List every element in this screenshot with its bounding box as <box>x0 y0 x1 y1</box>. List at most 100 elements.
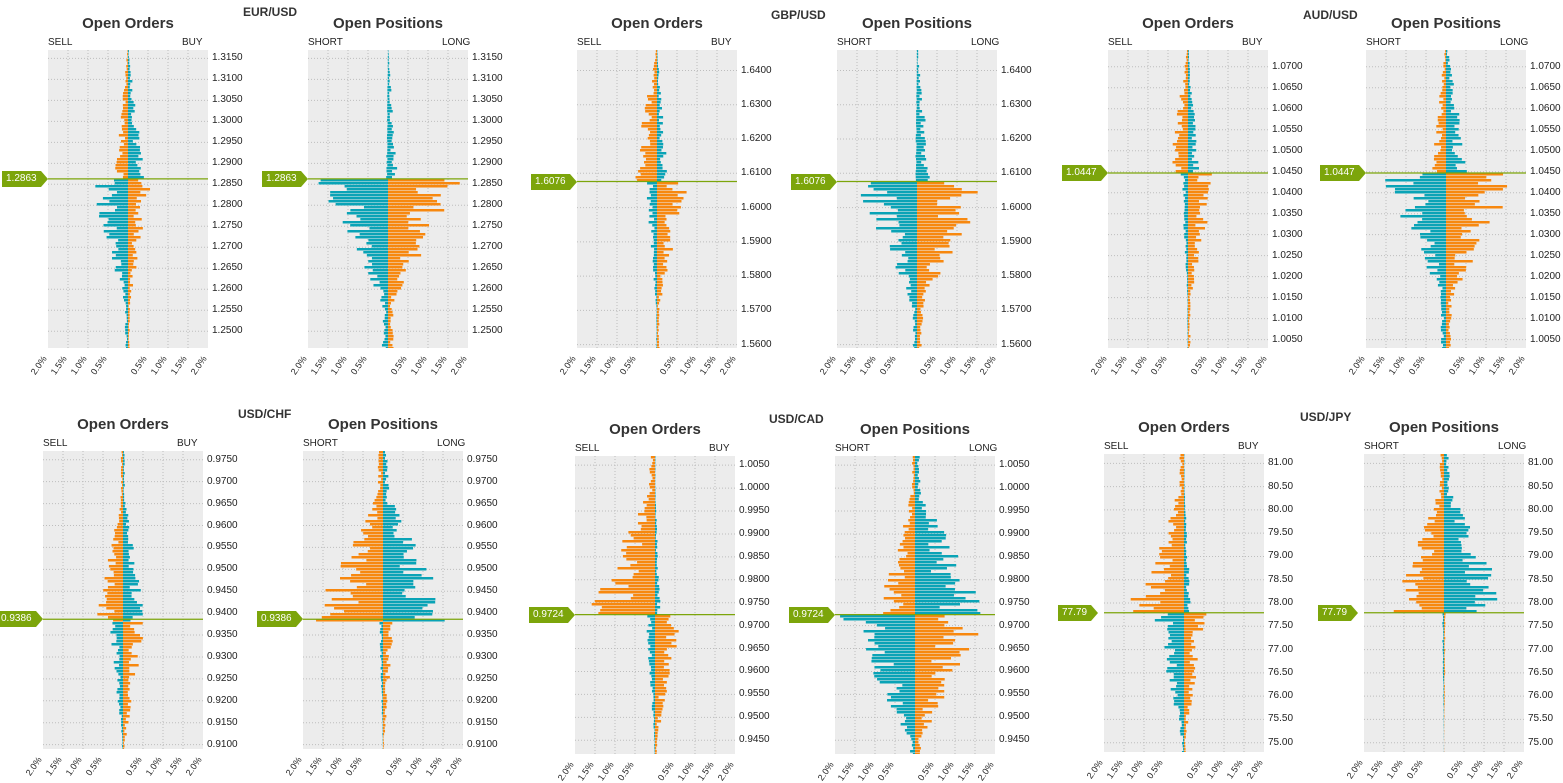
x-tick-label: 1.5% <box>698 354 718 377</box>
bar-left <box>641 146 657 149</box>
bar-left <box>1417 595 1444 598</box>
bar-left <box>127 335 128 338</box>
bar-left <box>119 517 123 520</box>
bar-right <box>123 586 130 589</box>
bar-right <box>915 507 922 510</box>
bar-left <box>368 514 383 517</box>
bar-left <box>359 553 383 556</box>
bar-left <box>347 188 388 191</box>
bar-right <box>655 513 656 516</box>
chart-title: Open Orders <box>570 421 740 438</box>
bar-left <box>379 463 383 466</box>
y-tick-label: 76.00 <box>1528 690 1553 701</box>
bar-right <box>917 221 970 224</box>
bar-right <box>1188 302 1190 305</box>
bar-right <box>123 649 129 652</box>
bar-right <box>917 344 922 347</box>
bar-right <box>123 604 143 607</box>
x-tick-label: 1.0% <box>64 755 84 778</box>
bar-left <box>363 532 383 535</box>
x-tick-label: 0.5% <box>124 755 144 778</box>
bar-right <box>1446 164 1456 167</box>
bar-left <box>1440 463 1444 466</box>
bar-right <box>1444 568 1492 571</box>
bar-right <box>655 636 666 639</box>
bar-left <box>916 152 917 155</box>
bar-left <box>914 492 915 495</box>
bar-left <box>118 700 123 703</box>
bar-left <box>117 652 123 655</box>
x-tick-label: 2.0% <box>1347 354 1367 377</box>
bar-right <box>657 251 664 254</box>
bar-left <box>115 625 123 628</box>
bar-left <box>121 496 123 499</box>
bar-left <box>1174 652 1184 655</box>
bar-right <box>1188 329 1189 332</box>
bar-left <box>121 490 123 493</box>
bar-right <box>128 140 133 143</box>
bar-right <box>383 706 387 709</box>
bar-left <box>377 511 383 514</box>
bar-right <box>1188 116 1194 119</box>
x-tick-label: 2.0% <box>449 354 469 377</box>
x-tick-label: 0.5% <box>1189 354 1209 377</box>
bar-right <box>1184 505 1185 508</box>
bar-left <box>387 152 388 155</box>
bar-right <box>388 131 394 134</box>
y-tick-label: 1.2700 <box>212 241 243 252</box>
bar-right <box>1444 604 1485 607</box>
x-tick-label: 0.5% <box>1145 758 1165 781</box>
bar-right <box>1446 128 1459 131</box>
bar-right <box>1184 730 1187 733</box>
bar-left <box>382 664 383 667</box>
bar-left <box>1442 460 1444 463</box>
bar-right <box>383 481 385 484</box>
y-tick-label: 1.6300 <box>1001 99 1032 110</box>
bar-left <box>1183 128 1188 131</box>
bar-left <box>122 451 123 454</box>
bar-right <box>915 678 945 681</box>
bar-left <box>905 233 917 236</box>
y-tick-label: 76.50 <box>1528 667 1553 678</box>
bar-right <box>915 696 944 699</box>
bar-left <box>387 170 388 173</box>
bar-left <box>387 95 388 98</box>
y-tick-label: 77.50 <box>1528 620 1553 631</box>
bar-right <box>128 209 136 212</box>
bar-left <box>1419 592 1444 595</box>
bar-right <box>128 176 144 179</box>
bar-right <box>1446 257 1455 260</box>
bar-right <box>1188 95 1190 98</box>
bar-left <box>651 669 655 672</box>
bar-right <box>1188 224 1195 227</box>
bar-left <box>387 128 388 131</box>
y-tick-label: 81.00 <box>1268 457 1293 468</box>
bar-right <box>388 206 413 209</box>
bar-left <box>353 544 383 547</box>
bar-left <box>1434 508 1444 511</box>
bar-right <box>388 146 394 149</box>
bar-left <box>916 125 917 128</box>
bar-left <box>1409 598 1444 601</box>
bar-right <box>1184 646 1195 649</box>
y-tick-label: 0.9300 <box>207 651 238 662</box>
y-tick-label: 0.9600 <box>207 520 238 531</box>
y-tick-label: 0.9550 <box>467 541 498 552</box>
bar-left <box>373 502 383 505</box>
bar-right <box>915 711 932 714</box>
bar-right <box>1188 293 1191 296</box>
bar-right <box>1188 197 1208 200</box>
bar-right <box>128 272 130 275</box>
bar-right <box>1188 161 1198 164</box>
bar-left <box>901 242 917 245</box>
bar-left <box>1441 329 1446 332</box>
y-tick-label: 79.50 <box>1268 527 1293 538</box>
left-side-label: SELL <box>1108 37 1132 48</box>
bar-left <box>1439 263 1446 266</box>
bar-left <box>1175 505 1184 508</box>
bar-right <box>657 128 660 131</box>
bar-left <box>645 164 657 167</box>
bar-left <box>874 188 917 191</box>
bar-right <box>383 595 406 598</box>
bar-left <box>647 95 657 98</box>
